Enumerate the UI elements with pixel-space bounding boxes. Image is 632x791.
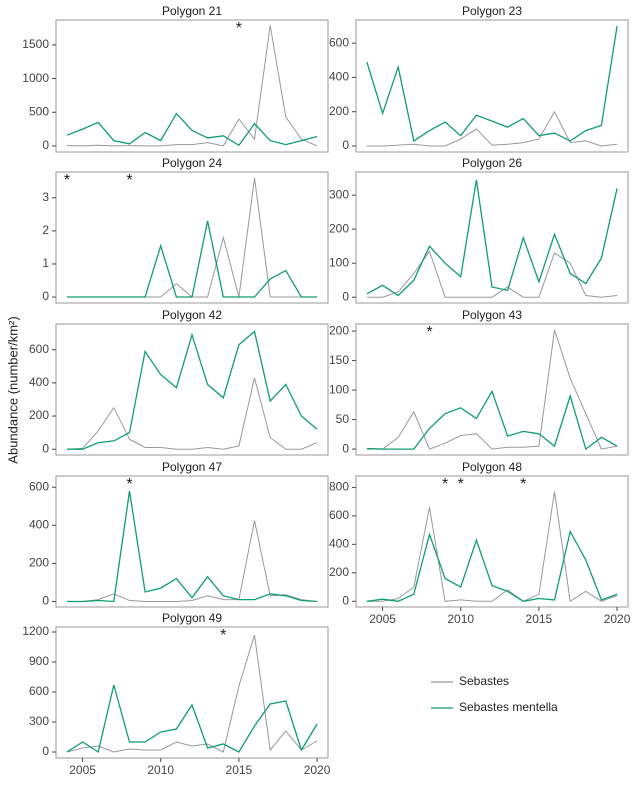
y-tick-label: 600 bbox=[329, 35, 349, 49]
y-tick-label: 200 bbox=[329, 221, 349, 235]
y-tick-label: 0 bbox=[42, 138, 49, 152]
series-line bbox=[66, 684, 318, 754]
x-tick-label: 2005 bbox=[69, 763, 96, 777]
y-tick-label: 150 bbox=[329, 353, 349, 367]
annotation: * bbox=[126, 172, 132, 189]
series-line bbox=[366, 389, 618, 451]
annotation: * bbox=[126, 476, 132, 493]
y-tick-label: 400 bbox=[329, 537, 349, 551]
x-tick-label: 2010 bbox=[447, 612, 474, 626]
legend-label: Sebastes bbox=[459, 674, 509, 688]
legend-label: Sebastes mentella bbox=[459, 700, 558, 714]
series-line bbox=[66, 377, 318, 450]
y-tick-label: 3 bbox=[42, 190, 49, 204]
y-tick-label: 900 bbox=[29, 654, 49, 668]
y-tick-label: 1000 bbox=[22, 71, 49, 85]
y-tick-label: 600 bbox=[29, 479, 49, 493]
y-tick-label: 100 bbox=[329, 255, 349, 269]
series-line bbox=[366, 250, 618, 298]
annotation: * bbox=[442, 476, 448, 493]
panel-border bbox=[355, 19, 629, 153]
panel-title: Polygon 23 bbox=[462, 4, 522, 18]
panel-title: Polygon 49 bbox=[162, 611, 222, 625]
annotation: * bbox=[458, 476, 464, 493]
x-tick-label: 2015 bbox=[226, 763, 253, 777]
y-tick-label: 600 bbox=[329, 508, 349, 522]
y-tick-label: 1500 bbox=[22, 37, 49, 51]
series-line bbox=[66, 177, 318, 298]
y-tick-label: 0 bbox=[342, 289, 349, 303]
series-line bbox=[66, 634, 318, 753]
panel-border bbox=[55, 626, 329, 759]
y-tick-label: 100 bbox=[329, 382, 349, 396]
panel-border bbox=[55, 171, 329, 304]
x-tick-label: 2020 bbox=[604, 612, 631, 626]
series-line bbox=[66, 25, 318, 147]
series-line bbox=[366, 329, 618, 450]
y-tick-label: 200 bbox=[329, 323, 349, 337]
series-line bbox=[66, 112, 318, 147]
y-tick-label: 50 bbox=[336, 412, 350, 426]
y-tick-label: 600 bbox=[29, 684, 49, 698]
y-tick-label: 0 bbox=[42, 744, 49, 758]
series-line bbox=[366, 491, 618, 603]
panel-border bbox=[55, 475, 329, 608]
y-tick-label: 400 bbox=[329, 70, 349, 84]
x-tick-label: 2015 bbox=[526, 612, 553, 626]
panel-title: Polygon 43 bbox=[462, 308, 522, 322]
y-tick-label: 0 bbox=[42, 289, 49, 303]
y-tick-label: 200 bbox=[329, 104, 349, 118]
y-tick-label: 300 bbox=[329, 187, 349, 201]
x-tick-label: 2005 bbox=[369, 612, 396, 626]
y-tick-label: 800 bbox=[329, 480, 349, 494]
panel-border bbox=[355, 475, 629, 608]
y-axis-label: Abundance (number/km²) bbox=[5, 316, 20, 463]
y-tick-label: 300 bbox=[29, 714, 49, 728]
y-tick-label: 0 bbox=[42, 594, 49, 608]
panel-title: Polygon 48 bbox=[462, 460, 522, 474]
y-tick-label: 200 bbox=[29, 408, 49, 422]
series-line bbox=[66, 490, 318, 603]
y-tick-label: 0 bbox=[342, 441, 349, 455]
panel-border bbox=[355, 323, 629, 456]
y-tick-label: 2 bbox=[42, 223, 49, 237]
series-line bbox=[366, 179, 618, 297]
y-tick-label: 1200 bbox=[22, 624, 49, 638]
annotation: * bbox=[220, 627, 226, 644]
y-tick-label: 0 bbox=[342, 138, 349, 152]
annotation: * bbox=[64, 172, 70, 189]
series-line bbox=[366, 529, 618, 602]
series-line bbox=[66, 520, 318, 602]
y-tick-label: 400 bbox=[29, 517, 49, 531]
y-tick-label: 0 bbox=[342, 593, 349, 607]
series-line bbox=[66, 220, 318, 298]
y-tick-label: 1 bbox=[42, 256, 49, 270]
panel-title: Polygon 21 bbox=[162, 4, 222, 18]
x-tick-label: 2020 bbox=[304, 763, 331, 777]
panel-title: Polygon 24 bbox=[162, 156, 222, 170]
y-tick-label: 400 bbox=[29, 375, 49, 389]
y-tick-label: 200 bbox=[329, 565, 349, 579]
panel-border bbox=[355, 171, 629, 304]
y-tick-label: 200 bbox=[29, 556, 49, 570]
series-line bbox=[366, 25, 618, 142]
panel-border bbox=[55, 19, 329, 153]
panel-title: Polygon 26 bbox=[462, 156, 522, 170]
annotation: * bbox=[520, 476, 526, 493]
series-line bbox=[366, 110, 618, 147]
series-line bbox=[66, 330, 318, 450]
panel-title: Polygon 47 bbox=[162, 460, 222, 474]
y-tick-label: 500 bbox=[29, 104, 49, 118]
panel-title: Polygon 42 bbox=[162, 308, 222, 322]
y-tick-label: 0 bbox=[42, 441, 49, 455]
y-tick-label: 600 bbox=[29, 342, 49, 356]
x-tick-label: 2010 bbox=[147, 763, 174, 777]
annotation: * bbox=[236, 20, 242, 37]
panel-border bbox=[55, 323, 329, 456]
annotation: * bbox=[426, 324, 432, 341]
